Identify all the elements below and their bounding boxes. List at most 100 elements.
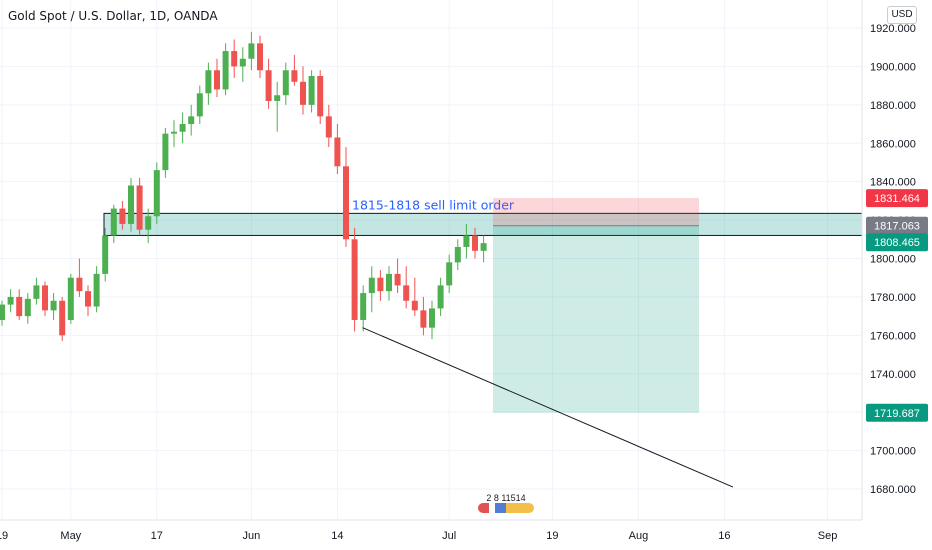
candle-body (222, 51, 229, 90)
candle-body (257, 43, 263, 71)
price-label-box (866, 403, 928, 422)
y-tick-label: 1880.000 (870, 100, 916, 112)
x-tick-label: May (60, 530, 81, 542)
y-tick-label: 1760.000 (870, 330, 916, 342)
sell-limit-zone[interactable]: 1815-1818 sell limit order (103, 197, 863, 236)
y-tick-label: 1780.000 (870, 292, 916, 304)
y-tick-label: 1680.000 (870, 484, 916, 496)
candle-body (274, 95, 281, 101)
watermark-logo: 2 8 11514 (478, 493, 534, 515)
candle-body (7, 296, 14, 305)
candle-body (239, 58, 246, 67)
candle-body (179, 124, 186, 132)
candle-body (205, 70, 212, 94)
grid-lines (0, 0, 862, 520)
candle-body (110, 208, 117, 236)
candle-body (248, 43, 255, 59)
candle-body (128, 185, 134, 224)
candle-body (76, 277, 83, 292)
candle-body (162, 133, 169, 171)
candle-body (85, 291, 91, 307)
candle-body (188, 116, 195, 125)
candle-body (153, 170, 160, 217)
stop-loss-area[interactable] (493, 198, 699, 226)
sell-zone-label: 1815-1818 sell limit order (352, 197, 515, 212)
candle-body (93, 273, 100, 307)
candle-body (325, 116, 332, 138)
price-label-box (866, 189, 928, 208)
candle-body (437, 285, 444, 309)
watermark-text: 2 8 11514 (486, 493, 526, 503)
candle-body (454, 246, 461, 263)
time-axis[interactable]: 19 May 17 Jun 14 Jul 19 Aug 16 Sep (0, 530, 837, 542)
candle-body (16, 296, 23, 317)
candle-body (429, 308, 435, 328)
price-labels: 1831.464 1817.063 1808.465 1719.687 (866, 189, 928, 422)
candle-body (0, 304, 5, 320)
x-tick-label: 17 (151, 530, 163, 542)
price-label-text: 1719.687 (874, 408, 920, 420)
candle-body (368, 277, 375, 294)
x-tick-label: Aug (629, 530, 649, 542)
candle-body (102, 235, 109, 274)
candle-body (351, 239, 358, 320)
price-label-text: 1817.063 (874, 221, 920, 233)
candle-body (33, 285, 40, 299)
price-label-text: 1808.465 (874, 237, 920, 249)
price-axis[interactable]: 1680.0001700.0001720.0001740.0001760.000… (870, 23, 916, 496)
candle-body (214, 70, 220, 90)
candle-body (386, 273, 392, 292)
x-tick-label: Jun (243, 530, 261, 542)
candle-body (67, 277, 74, 320)
price-label-text: 1831.464 (874, 193, 920, 205)
candle-body (334, 137, 341, 167)
x-tick-label: 19 (0, 530, 8, 542)
candle-body (472, 235, 478, 251)
y-tick-label: 1920.000 (870, 23, 916, 35)
trendline-segment[interactable] (362, 327, 734, 488)
price-label-box (866, 233, 928, 252)
y-tick-label: 1900.000 (870, 61, 916, 73)
take-profit-area[interactable] (493, 225, 699, 413)
y-tick-label: 1700.000 (870, 446, 916, 458)
candle-body (42, 285, 48, 311)
candles (0, 31, 487, 342)
candle-body (411, 300, 418, 311)
candle-body (377, 277, 384, 292)
x-tick-label: Jul (442, 530, 456, 542)
candle-body (360, 293, 367, 320)
candle-body (265, 70, 272, 101)
trendline[interactable] (362, 327, 734, 488)
candle-body (394, 273, 401, 286)
candle-body (343, 166, 349, 240)
x-tick-label: 16 (718, 530, 730, 542)
y-tick-label: 1840.000 (870, 177, 916, 189)
candle-body (291, 70, 298, 82)
candle-body (59, 300, 66, 336)
candle-body (145, 216, 152, 230)
x-tick-label: 14 (331, 530, 343, 542)
x-tick-label: Sep (818, 530, 838, 542)
candle-body (463, 235, 470, 247)
candle-body (24, 298, 31, 317)
candle-body (446, 262, 453, 286)
candle-body (136, 185, 143, 230)
y-tick-label: 1800.000 (870, 254, 916, 266)
candle-body (308, 76, 315, 105)
x-tick-label: 19 (546, 530, 558, 542)
currency-selector[interactable]: USD (887, 6, 917, 24)
y-tick-label: 1740.000 (870, 369, 916, 381)
candle-body (403, 285, 410, 301)
candle-body (196, 93, 203, 117)
price-label-box (866, 216, 928, 235)
candle-body (420, 310, 427, 328)
candle-body (300, 81, 306, 105)
short-position-tool[interactable] (493, 198, 699, 413)
y-tick-label: 1860.000 (870, 138, 916, 150)
candle-body (282, 70, 289, 96)
candle-body (119, 208, 126, 224)
sell-zone-rectangle[interactable] (103, 212, 863, 236)
candle-body (50, 300, 57, 311)
candle-body (317, 76, 324, 117)
